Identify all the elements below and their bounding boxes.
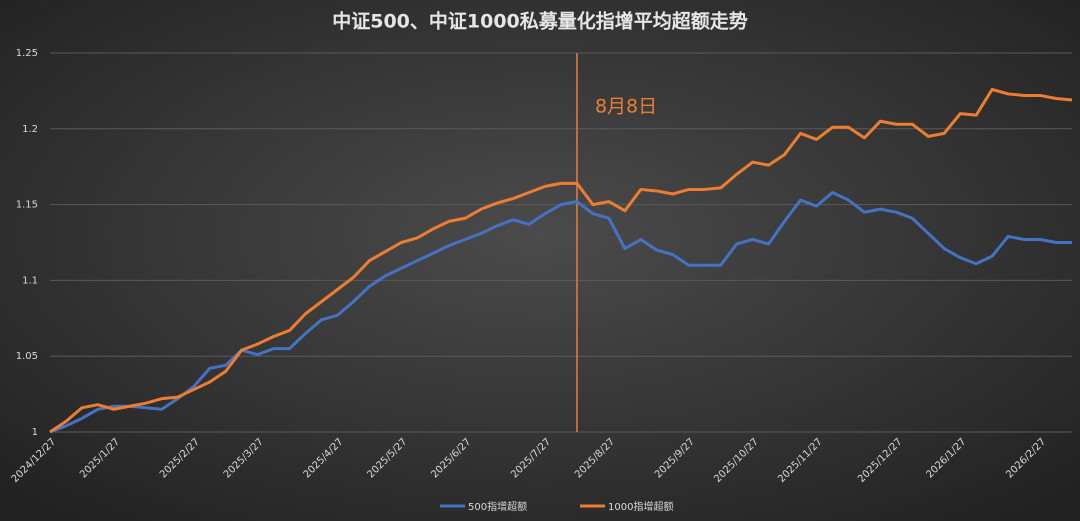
y-tick-label: 1.1 (22, 275, 38, 286)
y-tick-label: 1.15 (16, 200, 38, 211)
legend-label: 500指增超额 (468, 500, 527, 513)
chart-title: 中证500、中证1000私募量化指增平均超额走势 (332, 10, 748, 33)
y-tick-label: 1.05 (16, 351, 38, 362)
marker-label: 8月8日 (595, 96, 657, 118)
y-tick-label: 1 (32, 427, 38, 438)
y-tick-label: 1.2 (22, 124, 38, 135)
legend-label: 1000指增超额 (608, 500, 673, 513)
y-tick-label: 1.25 (16, 48, 38, 59)
series-line (49, 87, 1073, 434)
series-line (49, 190, 1072, 434)
